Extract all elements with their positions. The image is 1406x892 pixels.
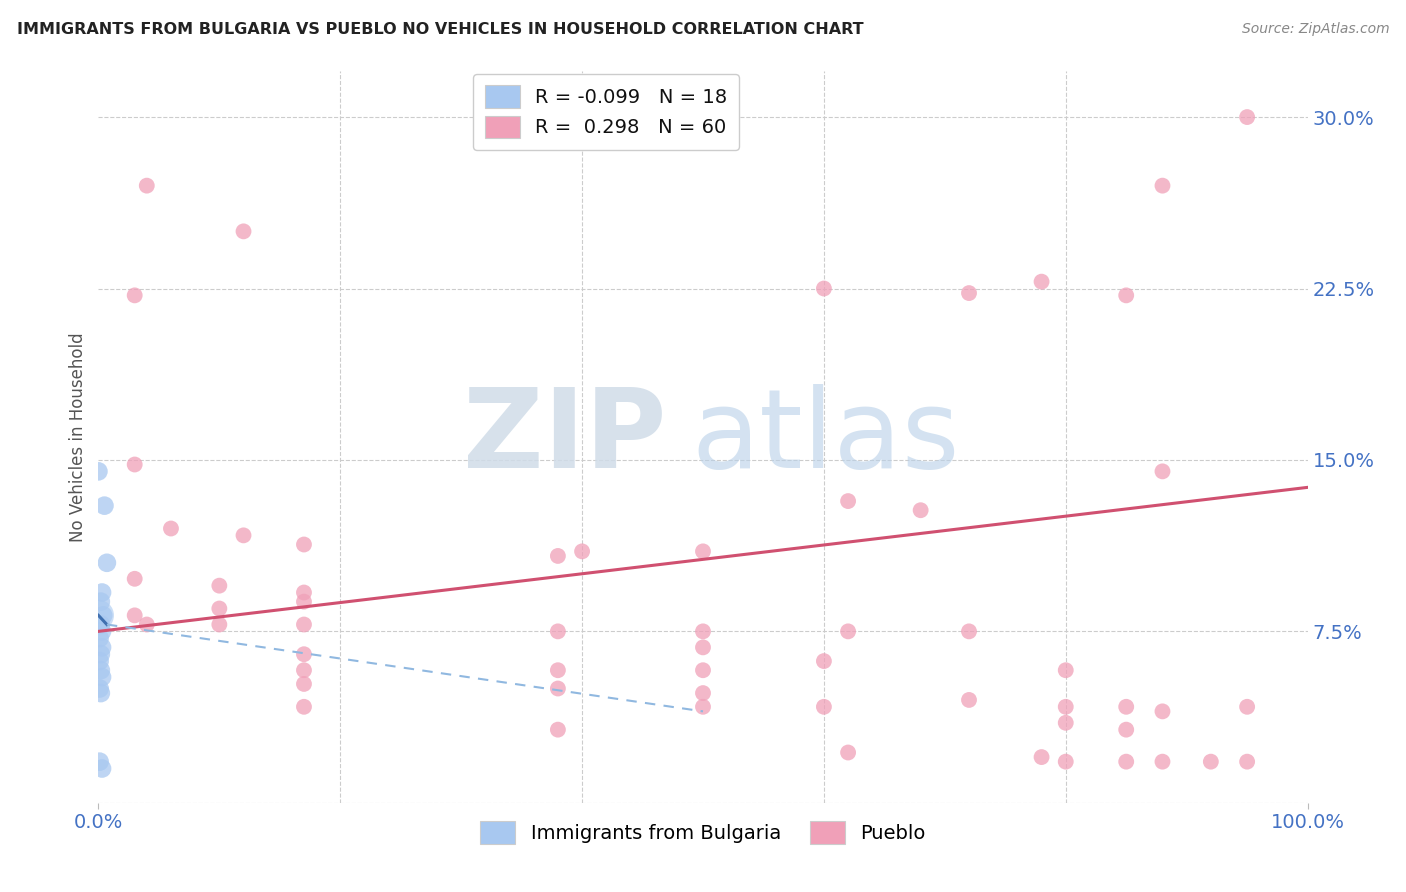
- Point: [91, 762, 114, 776]
- Point: [135, 178, 157, 193]
- Point: [89, 681, 111, 696]
- Point: [837, 746, 859, 760]
- Point: [1054, 663, 1077, 677]
- Point: [1236, 755, 1258, 769]
- Point: [910, 503, 932, 517]
- Text: atlas: atlas: [690, 384, 959, 491]
- Point: [292, 677, 315, 691]
- Point: [547, 549, 569, 563]
- Point: [90, 595, 112, 609]
- Point: [1031, 750, 1053, 764]
- Point: [91, 640, 114, 655]
- Point: [1054, 699, 1077, 714]
- Point: [292, 617, 315, 632]
- Point: [547, 681, 569, 696]
- Point: [1115, 699, 1137, 714]
- Point: [692, 663, 714, 677]
- Text: ZIP: ZIP: [464, 384, 666, 491]
- Point: [91, 608, 114, 623]
- Point: [90, 617, 112, 632]
- Legend: Immigrants from Bulgaria, Pueblo: Immigrants from Bulgaria, Pueblo: [472, 814, 934, 852]
- Point: [91, 624, 114, 639]
- Point: [1115, 723, 1137, 737]
- Point: [135, 617, 157, 632]
- Point: [292, 699, 315, 714]
- Point: [813, 654, 835, 668]
- Point: [90, 686, 112, 700]
- Point: [837, 494, 859, 508]
- Point: [124, 458, 146, 472]
- Point: [292, 585, 315, 599]
- Point: [1236, 110, 1258, 124]
- Point: [292, 595, 315, 609]
- Point: [87, 608, 110, 623]
- Point: [89, 654, 111, 668]
- Text: IMMIGRANTS FROM BULGARIA VS PUEBLO NO VEHICLES IN HOUSEHOLD CORRELATION CHART: IMMIGRANTS FROM BULGARIA VS PUEBLO NO VE…: [17, 22, 863, 37]
- Point: [837, 624, 859, 639]
- Point: [957, 693, 980, 707]
- Point: [292, 647, 315, 661]
- Point: [692, 624, 714, 639]
- Point: [232, 528, 254, 542]
- Point: [1236, 699, 1258, 714]
- Point: [160, 521, 183, 535]
- Point: [1152, 178, 1174, 193]
- Point: [1115, 288, 1137, 302]
- Point: [87, 464, 110, 478]
- Point: [124, 288, 146, 302]
- Point: [692, 544, 714, 558]
- Point: [89, 632, 111, 646]
- Point: [692, 686, 714, 700]
- Point: [692, 699, 714, 714]
- Point: [547, 723, 569, 737]
- Point: [813, 281, 835, 295]
- Point: [957, 286, 980, 301]
- Point: [89, 755, 111, 769]
- Point: [1054, 715, 1077, 730]
- Point: [208, 617, 231, 632]
- Point: [91, 670, 114, 684]
- Point: [1031, 275, 1053, 289]
- Point: [1199, 755, 1222, 769]
- Point: [208, 579, 231, 593]
- Point: [1054, 755, 1077, 769]
- Point: [93, 499, 115, 513]
- Text: Source: ZipAtlas.com: Source: ZipAtlas.com: [1241, 22, 1389, 37]
- Point: [292, 663, 315, 677]
- Point: [91, 585, 114, 599]
- Point: [813, 699, 835, 714]
- Point: [96, 556, 118, 570]
- Point: [292, 537, 315, 551]
- Point: [547, 624, 569, 639]
- Point: [232, 224, 254, 238]
- Point: [124, 608, 146, 623]
- Point: [1115, 755, 1137, 769]
- Point: [1152, 755, 1174, 769]
- Point: [124, 572, 146, 586]
- Point: [90, 663, 112, 677]
- Point: [90, 647, 112, 661]
- Point: [208, 601, 231, 615]
- Point: [1152, 705, 1174, 719]
- Point: [571, 544, 593, 558]
- Point: [957, 624, 980, 639]
- Point: [1152, 464, 1174, 478]
- Y-axis label: No Vehicles in Household: No Vehicles in Household: [69, 332, 87, 542]
- Point: [547, 663, 569, 677]
- Point: [692, 640, 714, 655]
